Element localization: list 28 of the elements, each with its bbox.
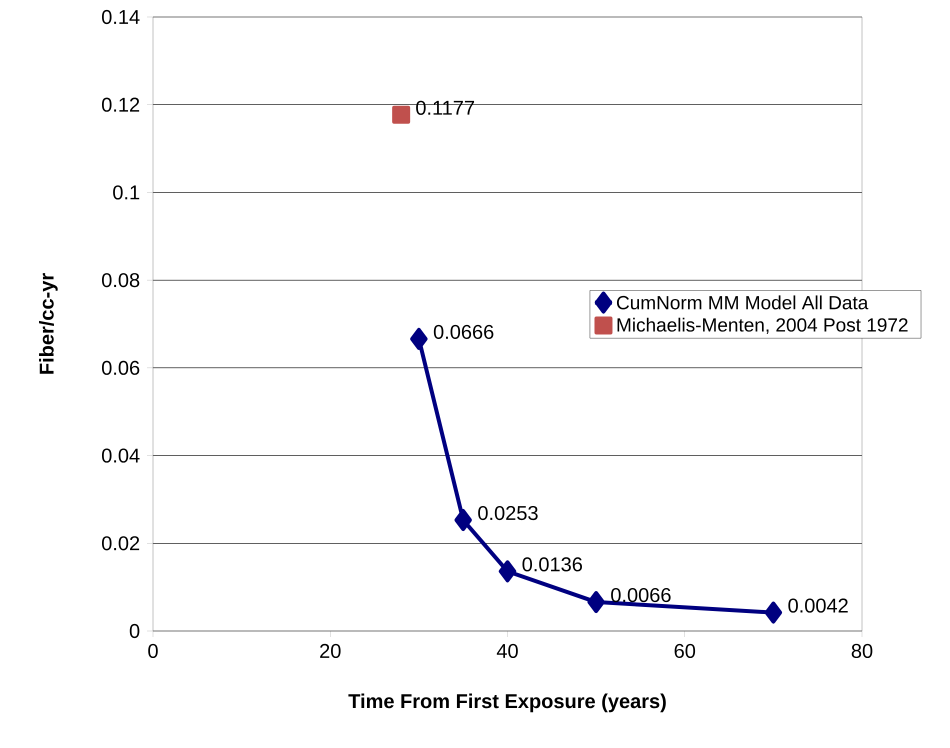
data-label: 0.0253 <box>478 506 538 520</box>
y-axis-title: Fiber/cc-yr <box>39 273 58 374</box>
x-tick-label: 20 <box>320 644 341 658</box>
legend-label: Michaelis-Menten, 2004 Post 1972 <box>618 318 908 334</box>
x-tick-label: 60 <box>674 644 696 658</box>
y-tick-label: 0.08 <box>102 273 140 288</box>
data-label: 0.0066 <box>611 588 671 602</box>
point <box>764 602 782 624</box>
point <box>454 509 472 532</box>
y-tick-label: 0.06 <box>102 360 140 375</box>
legend-label: CumNorm MM Model All Data <box>616 295 868 310</box>
x-tick-label: 40 <box>496 644 518 658</box>
y-tick-label: 0.04 <box>102 448 140 463</box>
data-label: 0.0042 <box>788 598 848 613</box>
point <box>587 591 605 614</box>
y-tick-label: 0.12 <box>102 98 140 112</box>
x-tick-label: 0 <box>148 644 158 658</box>
y-tick-label: 0.1 <box>113 185 140 200</box>
y-tick-label: 0.02 <box>102 536 140 550</box>
y-tick-label: 0 <box>130 624 140 638</box>
data-label: 0.0666 <box>434 324 494 339</box>
x-axis-title: Time From First Exposure (years) <box>348 694 666 712</box>
y-tick-label: 0.14 <box>102 10 140 24</box>
point <box>498 560 516 582</box>
x-tick-label: 80 <box>852 644 872 658</box>
point <box>410 328 428 350</box>
point <box>392 106 410 124</box>
data-label: 0.0136 <box>522 557 582 572</box>
